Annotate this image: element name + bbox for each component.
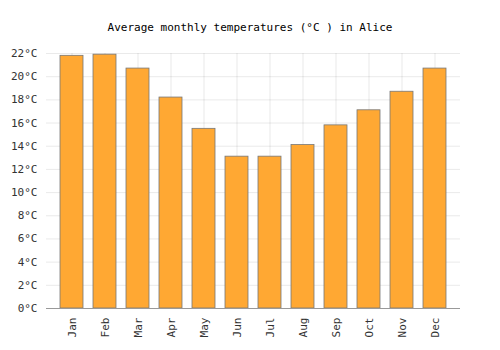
- html-text:Average monthly temperatures (: Average monthly temperatures (°C ) in Al…: [107, 21, 393, 34]
- svg-text:Sep: Sep: [330, 318, 343, 338]
- svg-text:Oct: Oct: [363, 318, 376, 338]
- svg-text:12°C: 12°C: [11, 163, 38, 176]
- svg-text:14°C: 14°C: [11, 140, 38, 153]
- svg-text:2°C: 2°C: [18, 279, 38, 292]
- svg-text:4°C: 4°C: [18, 256, 38, 269]
- svg-text:20°C: 20°C: [11, 70, 38, 83]
- svg-text:16°C: 16°C: [11, 117, 38, 130]
- svg-text:Mar: Mar: [132, 317, 145, 337]
- svg-text:10°C: 10°C: [11, 186, 38, 199]
- svg-text:Jan: Jan: [66, 318, 79, 338]
- svg-text:Nov: Nov: [396, 317, 409, 337]
- svg-text:18°C: 18°C: [11, 93, 38, 106]
- svg-text:Apr: Apr: [165, 317, 178, 337]
- svg-text:Jul: Jul: [264, 318, 277, 338]
- svg-text:6°C: 6°C: [18, 232, 38, 245]
- svg-text:Aug: Aug: [297, 318, 310, 338]
- svg-text:Feb: Feb: [99, 318, 112, 338]
- svg-text:Dec: Dec: [429, 318, 442, 338]
- svg-text:8°C: 8°C: [18, 209, 38, 222]
- svg-text:May: May: [198, 317, 211, 337]
- svg-text:Jun: Jun: [231, 318, 244, 338]
- svg-text:0°C: 0°C: [18, 302, 38, 315]
- svg-text:22°C: 22°C: [11, 47, 38, 60]
